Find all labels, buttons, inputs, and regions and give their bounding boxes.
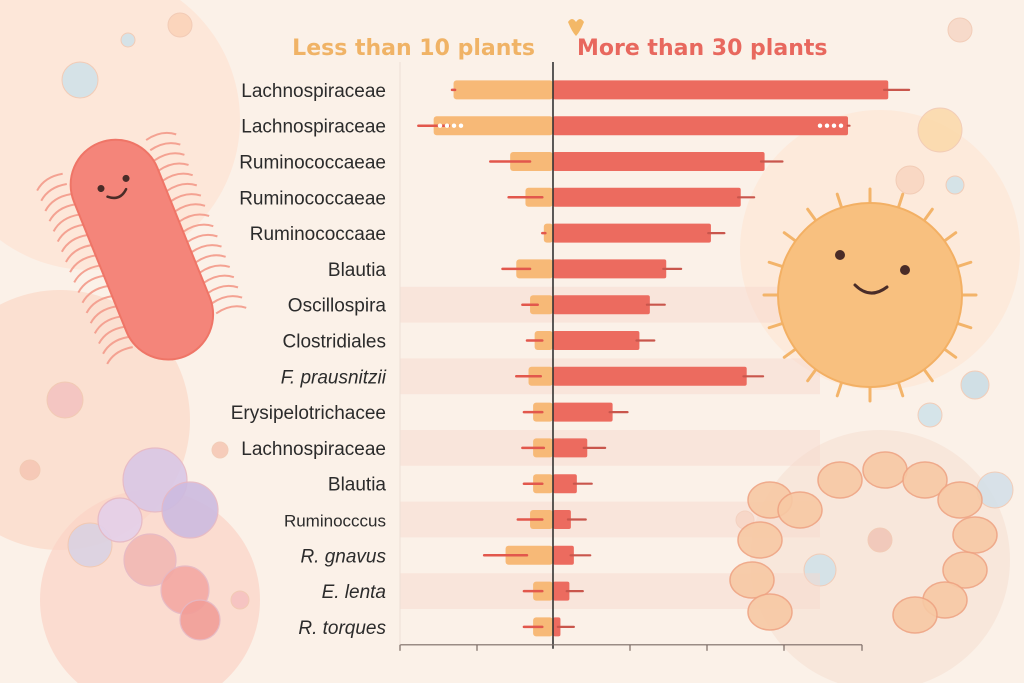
category-label: F. prausnitzii [281,367,387,388]
category-labels: Lachnospiraceae Lachnospiraceae Ruminococc… [231,81,387,639]
bar-less-than-10 [530,295,553,315]
category-label: Blautia [328,260,387,281]
legend-more-than-30: More than 30 plants [577,36,827,61]
bar-more-than-30 [553,152,765,171]
bar-less-than-10 [510,152,553,171]
category-label: Oscillospira [288,296,387,317]
category-label: Lachnospiraceae [241,439,386,460]
series-more-than-30 [553,80,911,637]
category-label: R. gnavus [300,546,386,567]
bubble-icon [230,590,250,610]
marker-dot [437,123,443,128]
bubble-icon [945,175,965,195]
bar-less-than-10 [453,80,553,100]
bar-more-than-30 [553,295,650,315]
bar-less-than-10 [543,223,553,243]
category-label: Clostridiales [283,332,386,353]
bubble-icon [46,381,84,419]
axes [399,62,863,651]
bubble-cluster-icon [97,447,221,641]
bar-less-than-10 [516,259,553,279]
foreground-decoration [36,19,998,641]
bar-more-than-30 [553,510,571,529]
category-label: Blautia [328,475,387,496]
row-band [400,430,820,466]
marker-dot [838,123,844,128]
marker-dot [451,123,457,128]
category-label: Ruminococcaeae [239,153,386,174]
marker-dot [831,123,837,128]
bar-more-than-30 [553,581,570,601]
bar-more-than-30 [553,259,667,279]
bubble-icon [211,441,229,459]
bubble-icon [167,12,193,38]
bar-more-than-30 [553,187,741,207]
round-bacterium-icon [762,187,978,403]
bubble-icon [917,402,943,428]
series-less-than-10 [417,80,553,637]
category-label: Erysipelotrichacee [231,403,386,424]
category-label: R. torques [298,618,386,639]
category-label: Ruminocccus [284,512,386,531]
category-label: E. lenta [322,582,386,603]
marker-dot [817,123,823,128]
bar-more-than-30 [553,474,577,494]
bubble-icon [67,522,113,568]
bar-more-than-30 [553,402,613,422]
spark-icon [568,19,584,36]
chain-bacteria-icon [729,451,998,634]
bubble-icon [19,459,41,481]
category-label: Ruminococcaae [250,224,386,245]
bar-less-than-10 [505,545,553,565]
bubble-icon [947,17,973,43]
marker-dot [444,123,450,128]
bubble-icon [895,165,925,195]
bar-more-than-30 [553,545,574,565]
bar-more-than-30 [553,366,747,386]
category-label: Lachnospiraceae [241,81,386,102]
bubble-icon [61,61,99,99]
bar-more-than-30 [553,438,588,458]
category-label: Ruminococcaeae [239,188,386,209]
legend-less-than-10: Less than 10 plants [292,36,535,61]
bg-blob [0,0,240,270]
bar-less-than-10 [433,116,553,136]
marker-dot [824,123,830,128]
category-label: Lachnospiraceae [241,117,386,138]
bubble-icon [917,107,963,153]
bar-less-than-10 [534,331,553,350]
bar-more-than-30 [553,223,711,243]
bubble-icon [867,527,893,553]
bar-more-than-30 [553,116,849,136]
bubble-icon [120,32,136,48]
bar-more-than-30 [553,331,640,350]
bar-more-than-30 [553,80,889,100]
bubble-icon [960,370,990,400]
bubble-icon [803,553,837,587]
marker-dot [458,123,464,128]
rod-bacterium-icon [36,131,247,365]
